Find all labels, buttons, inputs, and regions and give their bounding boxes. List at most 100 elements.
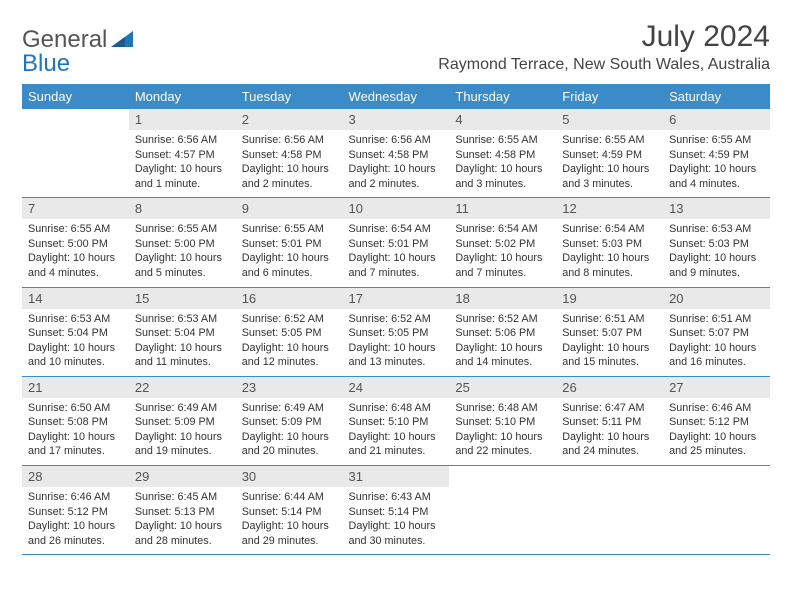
calendar-table: Sunday Monday Tuesday Wednesday Thursday… [22,84,770,555]
day-body: Sunrise: 6:50 AMSunset: 5:08 PMDaylight:… [22,398,129,465]
day-body: Sunrise: 6:51 AMSunset: 5:07 PMDaylight:… [663,309,770,376]
logo-text-2: Blue [22,50,70,77]
calendar-cell: 2Sunrise: 6:56 AMSunset: 4:58 PMDaylight… [236,109,343,198]
calendar-cell: 18Sunrise: 6:52 AMSunset: 5:06 PMDayligh… [449,287,556,376]
day-number: 29 [129,466,236,487]
calendar-body: 1Sunrise: 6:56 AMSunset: 4:57 PMDaylight… [22,109,770,555]
location: Raymond Terrace, New South Wales, Austra… [438,56,770,74]
day-body: Sunrise: 6:56 AMSunset: 4:58 PMDaylight:… [236,130,343,197]
day-body: Sunrise: 6:56 AMSunset: 4:58 PMDaylight:… [343,130,450,197]
calendar-cell: 19Sunrise: 6:51 AMSunset: 5:07 PMDayligh… [556,287,663,376]
day-body [556,472,663,481]
day-number: 18 [449,288,556,309]
weekday-header: Wednesday [343,84,450,109]
day-number: 21 [22,377,129,398]
day-body: Sunrise: 6:55 AMSunset: 4:59 PMDaylight:… [556,130,663,197]
calendar-cell: 23Sunrise: 6:49 AMSunset: 5:09 PMDayligh… [236,376,343,465]
calendar-cell [556,466,663,555]
day-number: 26 [556,377,663,398]
day-body [449,472,556,481]
calendar-cell: 16Sunrise: 6:52 AMSunset: 5:05 PMDayligh… [236,287,343,376]
calendar-cell: 4Sunrise: 6:55 AMSunset: 4:58 PMDaylight… [449,109,556,198]
day-number: 2 [236,109,343,130]
day-number: 20 [663,288,770,309]
day-body: Sunrise: 6:54 AMSunset: 5:01 PMDaylight:… [343,219,450,286]
calendar-cell: 13Sunrise: 6:53 AMSunset: 5:03 PMDayligh… [663,198,770,287]
title-block: July 2024 Raymond Terrace, New South Wal… [438,20,770,74]
header: General July 2024 Raymond Terrace, New S… [22,20,770,74]
month-title: July 2024 [438,20,770,54]
calendar-cell [663,466,770,555]
calendar-cell: 3Sunrise: 6:56 AMSunset: 4:58 PMDaylight… [343,109,450,198]
calendar-cell [449,466,556,555]
calendar-cell: 8Sunrise: 6:55 AMSunset: 5:00 PMDaylight… [129,198,236,287]
day-number: 22 [129,377,236,398]
day-body: Sunrise: 6:55 AMSunset: 5:00 PMDaylight:… [22,219,129,286]
calendar-row: 21Sunrise: 6:50 AMSunset: 5:08 PMDayligh… [22,376,770,465]
day-number: 17 [343,288,450,309]
calendar-cell: 17Sunrise: 6:52 AMSunset: 5:05 PMDayligh… [343,287,450,376]
calendar-cell: 9Sunrise: 6:55 AMSunset: 5:01 PMDaylight… [236,198,343,287]
day-number: 8 [129,198,236,219]
calendar-cell: 12Sunrise: 6:54 AMSunset: 5:03 PMDayligh… [556,198,663,287]
calendar-cell: 1Sunrise: 6:56 AMSunset: 4:57 PMDaylight… [129,109,236,198]
day-body: Sunrise: 6:52 AMSunset: 5:06 PMDaylight:… [449,309,556,376]
calendar-cell: 10Sunrise: 6:54 AMSunset: 5:01 PMDayligh… [343,198,450,287]
day-body: Sunrise: 6:55 AMSunset: 5:00 PMDaylight:… [129,219,236,286]
calendar-cell: 24Sunrise: 6:48 AMSunset: 5:10 PMDayligh… [343,376,450,465]
day-body [22,115,129,124]
calendar-cell [22,109,129,198]
weekday-header: Saturday [663,84,770,109]
day-number: 19 [556,288,663,309]
weekday-header-row: Sunday Monday Tuesday Wednesday Thursday… [22,84,770,109]
calendar-cell: 15Sunrise: 6:53 AMSunset: 5:04 PMDayligh… [129,287,236,376]
day-number: 9 [236,198,343,219]
calendar-cell: 6Sunrise: 6:55 AMSunset: 4:59 PMDaylight… [663,109,770,198]
weekday-header: Friday [556,84,663,109]
day-body: Sunrise: 6:46 AMSunset: 5:12 PMDaylight:… [22,487,129,554]
day-body: Sunrise: 6:45 AMSunset: 5:13 PMDaylight:… [129,487,236,554]
day-body: Sunrise: 6:53 AMSunset: 5:04 PMDaylight:… [22,309,129,376]
day-number: 24 [343,377,450,398]
day-body: Sunrise: 6:56 AMSunset: 4:57 PMDaylight:… [129,130,236,197]
calendar-cell: 5Sunrise: 6:55 AMSunset: 4:59 PMDaylight… [556,109,663,198]
day-body: Sunrise: 6:43 AMSunset: 5:14 PMDaylight:… [343,487,450,554]
weekday-header: Tuesday [236,84,343,109]
day-body: Sunrise: 6:53 AMSunset: 5:04 PMDaylight:… [129,309,236,376]
day-body: Sunrise: 6:53 AMSunset: 5:03 PMDaylight:… [663,219,770,286]
day-number: 23 [236,377,343,398]
calendar-cell: 7Sunrise: 6:55 AMSunset: 5:00 PMDaylight… [22,198,129,287]
day-number: 10 [343,198,450,219]
day-body: Sunrise: 6:44 AMSunset: 5:14 PMDaylight:… [236,487,343,554]
weekday-header: Sunday [22,84,129,109]
calendar-row: 7Sunrise: 6:55 AMSunset: 5:00 PMDaylight… [22,198,770,287]
calendar-row: 14Sunrise: 6:53 AMSunset: 5:04 PMDayligh… [22,287,770,376]
day-number: 30 [236,466,343,487]
day-body: Sunrise: 6:46 AMSunset: 5:12 PMDaylight:… [663,398,770,465]
calendar-cell: 22Sunrise: 6:49 AMSunset: 5:09 PMDayligh… [129,376,236,465]
day-body: Sunrise: 6:51 AMSunset: 5:07 PMDaylight:… [556,309,663,376]
day-body: Sunrise: 6:48 AMSunset: 5:10 PMDaylight:… [343,398,450,465]
calendar-cell: 14Sunrise: 6:53 AMSunset: 5:04 PMDayligh… [22,287,129,376]
day-number: 7 [22,198,129,219]
calendar-cell: 11Sunrise: 6:54 AMSunset: 5:02 PMDayligh… [449,198,556,287]
day-body: Sunrise: 6:54 AMSunset: 5:02 PMDaylight:… [449,219,556,286]
day-body: Sunrise: 6:55 AMSunset: 4:58 PMDaylight:… [449,130,556,197]
day-number: 4 [449,109,556,130]
weekday-header: Thursday [449,84,556,109]
calendar-row: 28Sunrise: 6:46 AMSunset: 5:12 PMDayligh… [22,466,770,555]
calendar-cell: 31Sunrise: 6:43 AMSunset: 5:14 PMDayligh… [343,466,450,555]
day-body: Sunrise: 6:49 AMSunset: 5:09 PMDaylight:… [236,398,343,465]
logo-line2: Blue [22,50,70,78]
day-body: Sunrise: 6:49 AMSunset: 5:09 PMDaylight:… [129,398,236,465]
day-number: 6 [663,109,770,130]
day-number: 13 [663,198,770,219]
logo: General [22,20,133,54]
day-number: 31 [343,466,450,487]
calendar-cell: 21Sunrise: 6:50 AMSunset: 5:08 PMDayligh… [22,376,129,465]
day-body: Sunrise: 6:52 AMSunset: 5:05 PMDaylight:… [343,309,450,376]
day-body: Sunrise: 6:48 AMSunset: 5:10 PMDaylight:… [449,398,556,465]
day-number: 16 [236,288,343,309]
day-number: 28 [22,466,129,487]
weekday-header: Monday [129,84,236,109]
